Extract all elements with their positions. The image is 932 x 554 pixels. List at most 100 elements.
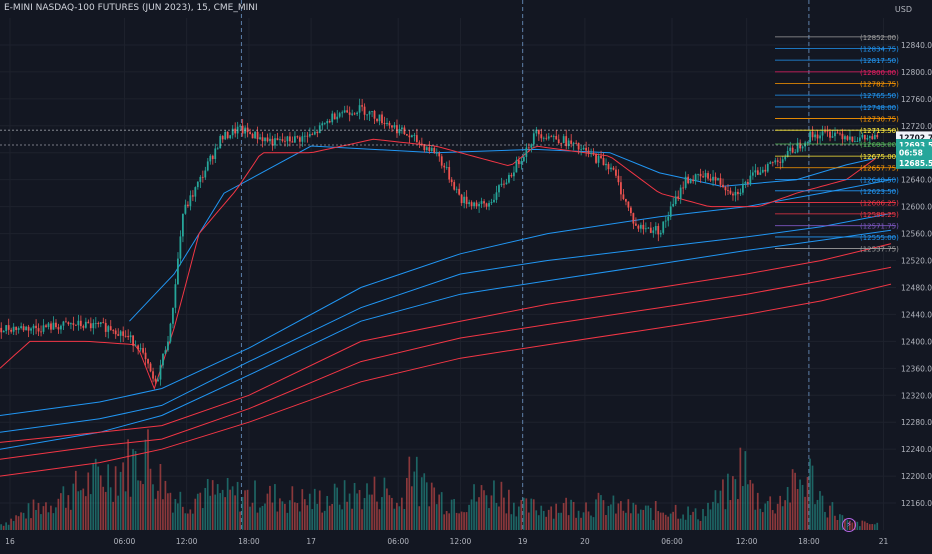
- candle-body: [468, 202, 470, 205]
- level-label: (12571.75): [860, 223, 899, 231]
- candle-body: [184, 204, 187, 214]
- volume-bar: [480, 485, 483, 530]
- candle-body: [428, 147, 431, 151]
- candle-body: [55, 322, 57, 328]
- candle-body: [7, 325, 10, 330]
- volume-bar: [759, 508, 762, 530]
- level-label: (12817.50): [860, 57, 899, 65]
- volume-bar: [147, 429, 149, 530]
- candle-body: [154, 378, 157, 382]
- candle-body: [328, 121, 331, 123]
- candle-body: [687, 176, 690, 184]
- candle-body: [22, 326, 25, 331]
- volume-bar: [662, 512, 665, 530]
- volume-bar: [398, 506, 401, 530]
- volume-bar: [236, 481, 239, 530]
- volume-bar: [194, 498, 197, 530]
- volume-bar: [744, 451, 747, 530]
- volume-bar: [508, 489, 510, 530]
- volume-bar: [132, 449, 134, 530]
- volume-bar: [575, 517, 577, 530]
- x-tick-label: 12:00: [450, 537, 472, 546]
- volume-bar: [361, 509, 363, 530]
- y-tick-label: 12840.00: [901, 41, 932, 50]
- volume-bar: [373, 476, 376, 530]
- volume-bar: [291, 486, 294, 530]
- volume-bar: [293, 502, 296, 530]
- candle-body: [791, 147, 794, 153]
- lightning-icon[interactable]: ⚡: [842, 518, 856, 532]
- candle-body: [677, 196, 680, 199]
- volume-bar: [234, 495, 236, 530]
- candle-body: [876, 134, 879, 138]
- volume-bar: [65, 507, 67, 530]
- y-tick-label: 12320.00: [901, 391, 932, 400]
- volume-bar: [274, 484, 276, 530]
- volume-bar: [152, 484, 154, 530]
- volume-bar: [809, 458, 811, 530]
- level-label: (12765.50): [860, 92, 899, 100]
- candle-body: [582, 147, 585, 150]
- volume-bar: [89, 494, 92, 530]
- candle-body: [592, 153, 595, 155]
- candle-body: [209, 155, 212, 162]
- volume-bar: [637, 513, 640, 530]
- level-label: (12693.00): [860, 141, 899, 149]
- candle-body: [391, 125, 393, 128]
- level-label: (12675.00): [860, 153, 899, 161]
- candle-body: [774, 160, 777, 163]
- volume-bar: [445, 511, 448, 530]
- candle-body: [756, 170, 759, 175]
- volume-bar: [612, 495, 615, 530]
- volume-bar: [279, 498, 281, 530]
- currency-label: USD: [894, 5, 912, 14]
- volume-bar: [811, 465, 814, 530]
- candle-body: [754, 170, 757, 173]
- candle-body: [602, 158, 605, 166]
- volume-bar: [179, 491, 182, 530]
- volume-bar: [124, 491, 127, 530]
- volume-bar: [94, 458, 97, 530]
- volume-bar: [821, 495, 824, 530]
- level-label: (12800.00): [860, 69, 899, 77]
- volume-bar: [602, 500, 605, 530]
- level-label: (12852.00): [860, 34, 899, 42]
- candle-body: [503, 183, 505, 185]
- volume-bar: [781, 506, 784, 530]
- candle-body: [804, 142, 806, 147]
- volume-bar: [657, 511, 660, 530]
- candle-body: [530, 144, 533, 148]
- volume-bar: [10, 518, 12, 530]
- volume-bar: [219, 493, 222, 530]
- candle-body: [806, 142, 809, 143]
- candle-body: [834, 132, 836, 137]
- volume-bar: [366, 483, 368, 530]
- volume-bar: [420, 477, 423, 530]
- y-tick-label: 12640.00: [901, 176, 932, 185]
- volume-bar: [478, 497, 480, 530]
- volume-bar: [455, 512, 458, 530]
- candle-body: [535, 129, 538, 134]
- candle-body: [587, 150, 590, 154]
- candle-body: [104, 322, 107, 332]
- candle-body: [567, 140, 570, 147]
- volume-bar: [229, 489, 231, 530]
- candle-body: [520, 161, 523, 165]
- candle-body: [94, 323, 97, 324]
- volume-bar: [209, 495, 212, 530]
- volume-bar: [286, 512, 289, 530]
- volume-bar: [32, 499, 35, 530]
- volume-bar: [761, 512, 764, 530]
- candle-body: [102, 322, 105, 323]
- volume-bar: [15, 515, 17, 530]
- volume-bar: [438, 494, 441, 530]
- volume-bar: [672, 511, 674, 530]
- volume-bar: [622, 510, 625, 530]
- volume-bar: [296, 503, 299, 530]
- volume-bar: [137, 480, 139, 530]
- price-badge-label: 12685.50: [899, 159, 932, 168]
- volume-bar: [597, 492, 600, 530]
- volume-bar: [269, 485, 271, 530]
